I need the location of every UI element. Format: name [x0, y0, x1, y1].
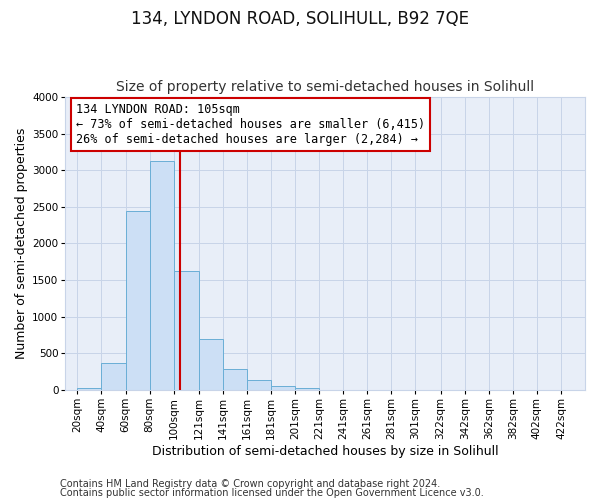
Text: 134 LYNDON ROAD: 105sqm
← 73% of semi-detached houses are smaller (6,415)
26% of: 134 LYNDON ROAD: 105sqm ← 73% of semi-de…	[76, 103, 425, 146]
Bar	[101, 363, 125, 390]
Bar	[295, 388, 319, 390]
Bar	[77, 388, 101, 390]
Bar	[125, 212, 149, 390]
Bar	[247, 380, 271, 390]
Bar	[223, 368, 247, 390]
Y-axis label: Number of semi-detached properties: Number of semi-detached properties	[15, 128, 28, 359]
Bar	[173, 270, 199, 390]
Bar	[149, 160, 173, 390]
Text: Contains HM Land Registry data © Crown copyright and database right 2024.: Contains HM Land Registry data © Crown c…	[60, 479, 440, 489]
Text: 134, LYNDON ROAD, SOLIHULL, B92 7QE: 134, LYNDON ROAD, SOLIHULL, B92 7QE	[131, 10, 469, 28]
Bar	[199, 340, 223, 390]
Text: Contains public sector information licensed under the Open Government Licence v3: Contains public sector information licen…	[60, 488, 484, 498]
Title: Size of property relative to semi-detached houses in Solihull: Size of property relative to semi-detach…	[116, 80, 534, 94]
Bar	[271, 386, 295, 390]
X-axis label: Distribution of semi-detached houses by size in Solihull: Distribution of semi-detached houses by …	[152, 444, 499, 458]
